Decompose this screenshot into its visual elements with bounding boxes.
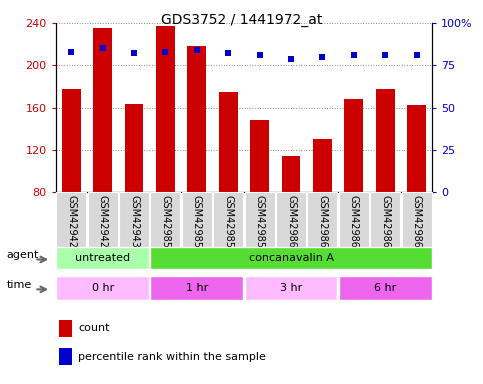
Bar <box>401 192 432 259</box>
Point <box>319 54 327 60</box>
Text: untreated: untreated <box>75 253 130 263</box>
Bar <box>244 192 275 259</box>
Point <box>224 50 232 56</box>
Bar <box>376 89 395 192</box>
Text: time: time <box>7 280 32 290</box>
Bar <box>125 104 143 192</box>
Text: GSM429428: GSM429428 <box>98 195 108 255</box>
Bar <box>344 99 363 192</box>
Bar <box>56 192 86 259</box>
Bar <box>93 28 112 192</box>
Bar <box>56 247 149 270</box>
Text: GSM429862: GSM429862 <box>317 195 327 255</box>
Bar <box>407 106 426 192</box>
Text: GSM429856: GSM429856 <box>160 195 170 255</box>
Bar <box>370 192 400 259</box>
Point <box>68 49 75 55</box>
Bar <box>87 192 118 259</box>
Text: GSM429861: GSM429861 <box>349 195 359 254</box>
Text: GSM429430: GSM429430 <box>129 195 139 254</box>
Bar <box>213 192 243 259</box>
Point <box>161 49 170 55</box>
Bar <box>244 276 338 300</box>
Bar <box>187 46 206 192</box>
Bar <box>150 247 432 270</box>
Bar <box>156 26 175 192</box>
Bar <box>56 276 149 300</box>
Text: 3 hr: 3 hr <box>280 283 302 293</box>
Text: count: count <box>78 323 110 333</box>
Bar <box>339 276 432 300</box>
Point <box>193 47 201 53</box>
Bar <box>58 348 72 365</box>
Bar <box>150 192 181 259</box>
Bar <box>313 139 332 192</box>
Text: 6 hr: 6 hr <box>374 283 397 293</box>
Bar <box>58 319 72 337</box>
Bar <box>182 192 212 259</box>
Text: GDS3752 / 1441972_at: GDS3752 / 1441972_at <box>161 13 322 27</box>
Point <box>99 45 107 51</box>
Text: GSM429857: GSM429857 <box>192 195 202 255</box>
Text: agent: agent <box>7 250 39 260</box>
Text: concanavalin A: concanavalin A <box>249 253 333 263</box>
Point <box>130 50 138 56</box>
Bar <box>150 276 243 300</box>
Point <box>382 52 389 58</box>
Text: 1 hr: 1 hr <box>185 283 208 293</box>
Bar <box>282 156 300 192</box>
Text: GSM429860: GSM429860 <box>286 195 296 254</box>
Bar <box>62 89 81 192</box>
Text: GSM429864: GSM429864 <box>412 195 422 254</box>
Point <box>256 52 264 58</box>
Text: GSM429858: GSM429858 <box>223 195 233 255</box>
Bar <box>219 92 238 192</box>
Text: GSM429863: GSM429863 <box>380 195 390 254</box>
Bar <box>119 192 149 259</box>
Bar <box>250 120 269 192</box>
Text: GSM429859: GSM429859 <box>255 195 265 255</box>
Text: GSM429426: GSM429426 <box>66 195 76 255</box>
Bar <box>307 192 338 259</box>
Point <box>412 52 420 58</box>
Point <box>350 52 357 58</box>
Point <box>287 55 295 61</box>
Text: 0 hr: 0 hr <box>91 283 114 293</box>
Bar <box>276 192 306 259</box>
Bar <box>339 192 369 259</box>
Text: percentile rank within the sample: percentile rank within the sample <box>78 351 266 361</box>
